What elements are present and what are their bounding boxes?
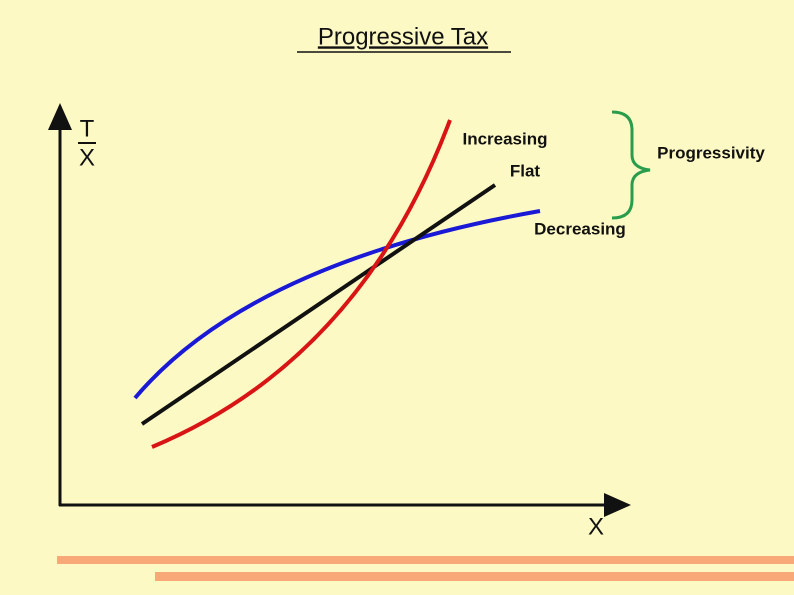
y-label-numerator: T bbox=[80, 115, 95, 142]
stripe bbox=[155, 572, 794, 581]
title: Progressive Tax bbox=[318, 23, 488, 50]
flat-line bbox=[140, 183, 497, 426]
brace-label: Progressivity bbox=[657, 143, 765, 162]
y-label-denominator: X bbox=[79, 144, 95, 171]
increasing-curve bbox=[151, 119, 452, 449]
curve-label: Decreasing bbox=[534, 219, 626, 238]
curve-label: Increasing bbox=[462, 129, 547, 148]
decreasing-curve bbox=[133, 209, 541, 400]
curve-label: Flat bbox=[510, 161, 541, 180]
x-label: X bbox=[588, 513, 604, 540]
stripe bbox=[57, 556, 794, 564]
brace bbox=[611, 110, 651, 220]
